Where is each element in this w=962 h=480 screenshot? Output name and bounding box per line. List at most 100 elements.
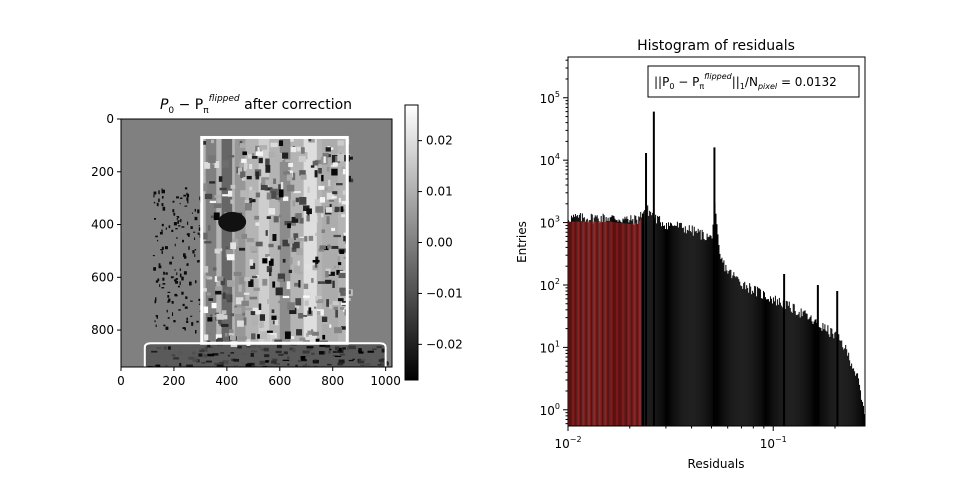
image-pixel-cluster	[338, 272, 346, 279]
image-pixel-cluster	[174, 243, 176, 247]
histogram-bar	[809, 317, 811, 426]
image-pixel-cluster	[197, 232, 200, 235]
image-pixel-cluster	[308, 307, 312, 314]
image-pixel-cluster	[163, 324, 166, 327]
image-pixel-cluster	[260, 348, 263, 351]
image-pixel-cluster	[314, 170, 318, 178]
histogram-bar	[761, 298, 763, 426]
histogram-bar	[839, 340, 841, 426]
image-pixel-cluster	[153, 267, 157, 271]
image-pixel-cluster	[242, 151, 247, 156]
image-pixel-cluster	[376, 346, 383, 349]
histogram-bar	[688, 225, 690, 426]
image-pixel-cluster	[226, 254, 235, 261]
image-pixel-cluster	[305, 355, 310, 357]
histogram-bar	[769, 296, 771, 426]
image-pixel-cluster	[177, 351, 183, 355]
histogram-bar	[600, 215, 602, 426]
image-pixel-cluster	[277, 278, 284, 282]
image-pixel-cluster	[328, 271, 335, 276]
image-pixel-cluster	[314, 359, 317, 361]
image-pixel-cluster	[286, 281, 291, 290]
histogram-bar	[727, 273, 729, 426]
image-pixel-cluster	[152, 255, 155, 257]
histogram-bar	[715, 213, 717, 426]
image-pixel-cluster	[271, 360, 277, 364]
image-pixel-cluster	[187, 200, 189, 204]
histogram-bar	[753, 292, 755, 426]
image-pixel-cluster	[296, 248, 303, 256]
image-pixel-cluster	[280, 182, 284, 190]
image-pixel-cluster	[243, 292, 250, 295]
image-pixel-cluster	[237, 167, 243, 175]
histogram-bar	[636, 219, 638, 426]
histogram-bar	[694, 231, 696, 426]
image-pixel-cluster	[303, 205, 310, 212]
image-pixel-cluster	[274, 339, 283, 343]
histogram-bar	[826, 331, 828, 426]
image-pixel-cluster	[278, 189, 284, 198]
image-pixel-cluster	[317, 299, 324, 302]
image-pixel-cluster	[302, 314, 308, 317]
image-pixel-cluster	[268, 243, 274, 248]
image-pixel-cluster	[225, 289, 230, 294]
image-pixel-cluster	[372, 348, 377, 351]
image-pixel-cluster	[266, 192, 272, 200]
histogram-bars	[568, 111, 865, 426]
image-pixel-cluster	[337, 298, 345, 302]
image-pixel-cluster	[167, 295, 170, 298]
image-axes-frame	[120, 118, 393, 368]
image-pixel-cluster	[342, 308, 346, 312]
image-pixel-cluster	[235, 297, 244, 305]
histogram-x-tick-label: 10−2	[554, 435, 581, 451]
image-pixel-cluster	[153, 194, 155, 198]
histogram-x-tick-label: 10−1	[760, 435, 787, 451]
histogram-bar	[788, 301, 790, 426]
image-x-tick-label: 400	[215, 374, 238, 388]
histogram-bar	[591, 214, 593, 426]
histogram-bar	[860, 390, 862, 426]
histogram-bar	[677, 227, 679, 426]
image-pixel-cluster	[233, 365, 238, 367]
image-pixel-cluster	[299, 217, 304, 224]
image-pixel-cluster	[357, 358, 362, 363]
image-pixel-cluster	[313, 365, 318, 367]
histogram-bar	[732, 275, 734, 426]
histogram-bar	[745, 289, 747, 426]
image-pixel-cluster	[214, 161, 220, 168]
image-pixel-cluster	[333, 234, 341, 238]
colorbar-tick-label: 0.02	[426, 134, 453, 148]
image-pixel-cluster	[252, 153, 255, 159]
image-pixel-cluster	[192, 359, 199, 362]
histogram-bar	[854, 371, 856, 426]
image-pixel-cluster	[321, 213, 324, 218]
colorbar-tick-label: 0.00	[426, 236, 453, 250]
image-pixel-cluster	[174, 279, 177, 282]
image-pixel-cluster	[245, 364, 252, 367]
image-pixel-cluster	[161, 246, 164, 250]
histogram-y-axis: 100 101 102 103 104 105	[540, 59, 568, 425]
colorbar-tick-label: 0.01	[426, 185, 453, 199]
image-pixel-cluster	[342, 190, 346, 195]
image-pixel-cluster	[317, 281, 326, 284]
image-pixel-cluster	[261, 177, 270, 185]
image-pixel-cluster	[380, 362, 387, 367]
image-pixel-cluster	[325, 344, 331, 348]
histogram-bar	[612, 215, 614, 426]
l1-norm-annotation: ||P0 − Pπflipped||1/Npixel = 0.0132	[647, 65, 860, 98]
image-pixel-cluster	[237, 345, 242, 349]
image-pixel-cluster	[323, 245, 329, 251]
histogram-bar	[843, 349, 845, 426]
image-pixel-cluster	[276, 342, 282, 349]
image-pixel-cluster	[222, 360, 229, 365]
histogram-bar	[691, 225, 693, 426]
image-pixel-cluster	[265, 254, 270, 258]
image-pixel-cluster	[272, 358, 278, 362]
histogram-bar	[596, 215, 598, 426]
image-pixel-cluster	[283, 351, 288, 355]
image-pixel-cluster	[268, 208, 276, 215]
image-pixel-cluster	[239, 143, 246, 148]
histogram-bar	[720, 259, 722, 426]
image-pixel-cluster	[327, 244, 331, 249]
image-pixel-cluster	[157, 278, 160, 282]
